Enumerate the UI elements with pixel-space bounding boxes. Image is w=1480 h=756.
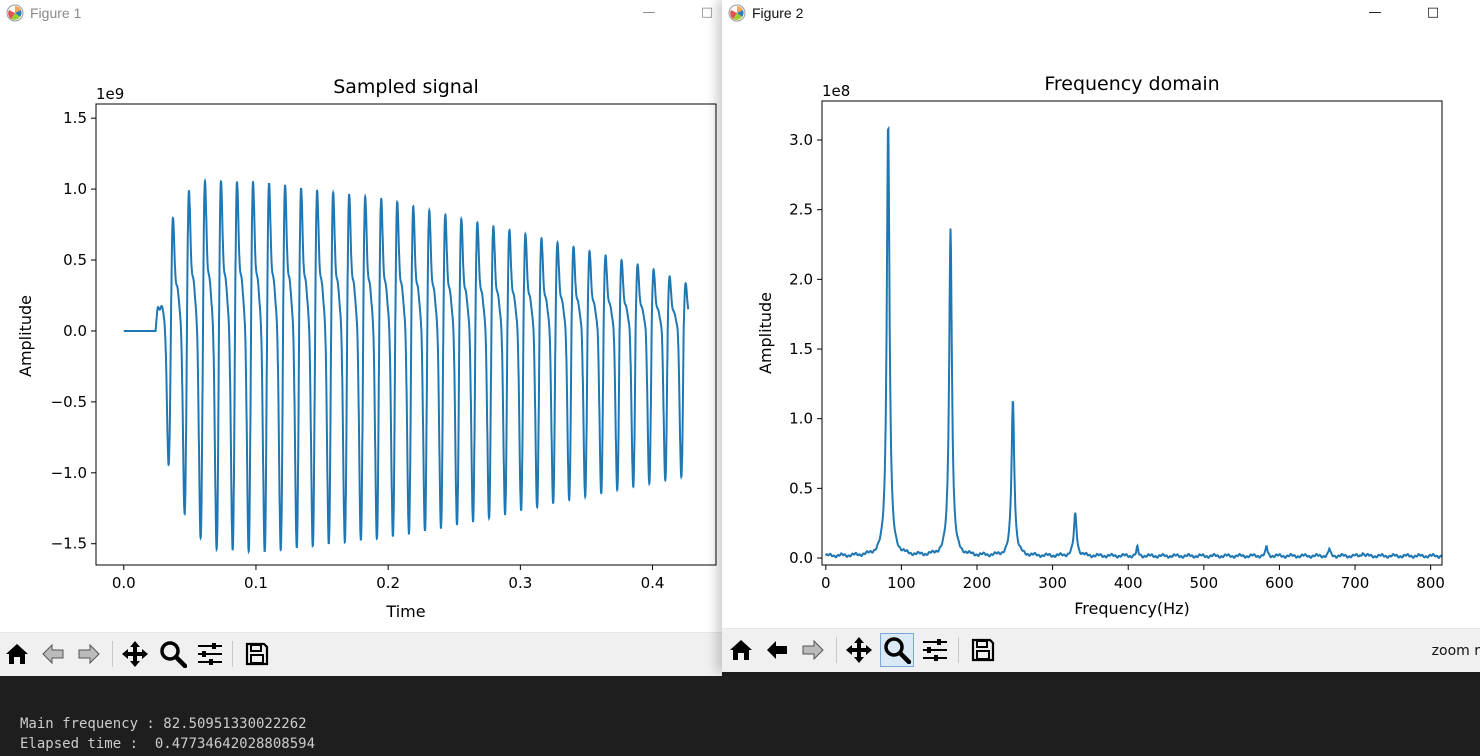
navigation-toolbar: zoom r (722, 628, 1480, 672)
y-tick-label: 2.5 (789, 201, 813, 219)
spectrum-series (824, 125, 1443, 560)
sampled-signal-chart[interactable]: Sampled signal 1e9 0.0 0.1 0.2 0.3 0.4 −1.5−… (0, 26, 722, 632)
zoom-button[interactable] (880, 633, 914, 667)
y-tick-label: 1.5 (63, 109, 87, 127)
back-button[interactable] (36, 637, 70, 671)
home-icon (6, 644, 28, 664)
chart-title: Sampled signal (333, 76, 479, 98)
elapsed-time-line: Elapsed time : 0.47734642028808594 (20, 736, 316, 752)
maximize-button[interactable]: □ (1426, 5, 1440, 20)
main-frequency-line: Main frequency : 82.50951330022262 (20, 716, 307, 732)
forward-button[interactable] (72, 637, 106, 671)
y-axis-label: Amplitude (756, 292, 775, 374)
y-offset-text: 1e9 (96, 85, 124, 103)
signal-series (123, 177, 690, 555)
y-tick-label: −0.5 (51, 393, 87, 411)
back-icon (42, 643, 64, 665)
save-button[interactable] (240, 637, 274, 671)
x-tick-label: 400 (1114, 574, 1143, 592)
matplotlib-logo-icon (6, 4, 24, 22)
save-button[interactable] (966, 633, 1000, 667)
x-axis-label: Frequency(Hz) (1074, 599, 1190, 618)
forward-icon (802, 639, 824, 661)
y-tick-label: −1.0 (51, 464, 87, 482)
toolbar-separator (232, 641, 233, 667)
axes-frame (95, 103, 717, 566)
y-offset-text: 1e8 (822, 82, 850, 100)
x-tick-label: 700 (1341, 574, 1370, 592)
matplotlib-logo-icon (728, 4, 746, 22)
frequency-domain-chart[interactable]: Frequency domain 1e8 0 100 200 300 400 500 600… (722, 26, 1480, 628)
maximize-button[interactable]: □ (700, 5, 714, 20)
figure-1-window: Figure 1 — □ Sampled signal 1e9 0.0 0.1 0.… (0, 0, 722, 676)
toolbar-separator (112, 641, 113, 667)
forward-button[interactable] (796, 633, 830, 667)
save-icon (245, 642, 269, 666)
x-tick-label: 500 (1190, 574, 1219, 592)
pan-icon (122, 641, 148, 667)
x-tick-label: 0.0 (112, 574, 136, 592)
toolbar-separator (836, 637, 837, 663)
back-button[interactable] (760, 633, 794, 667)
x-tick-label: 300 (1038, 574, 1067, 592)
axes-frame (821, 100, 1443, 566)
window-title: Figure 2 (752, 5, 804, 21)
toolbar-status-text: zoom r (1431, 643, 1480, 659)
figure-2-window: Figure 2 — □ Frequency domain 1e8 0 100 20… (722, 0, 1480, 672)
x-axis-ticks: 0.0 0.1 0.2 0.3 0.4 (112, 565, 665, 592)
y-tick-label: 0.5 (789, 479, 813, 497)
y-tick-label: −1.5 (51, 535, 87, 553)
home-button[interactable] (724, 633, 758, 667)
y-tick-label: 1.0 (789, 410, 813, 428)
titlebar: Figure 2 — □ (722, 0, 1480, 26)
zoom-icon (884, 637, 911, 664)
save-icon (971, 638, 995, 662)
x-tick-label: 800 (1416, 574, 1445, 592)
y-tick-label: 1.0 (63, 180, 87, 198)
y-axis-ticks: 0.0 0.5 1.0 1.5 2.0 2.5 3.0 (789, 131, 822, 567)
x-tick-label: 600 (1265, 574, 1294, 592)
x-tick-label: 0.2 (376, 574, 400, 592)
forward-icon (78, 643, 100, 665)
chart-title: Frequency domain (1044, 73, 1219, 95)
back-icon (767, 641, 787, 659)
window-title: Figure 1 (30, 5, 82, 21)
minimize-button[interactable]: — (1368, 5, 1382, 20)
x-tick-label: 0 (821, 574, 831, 592)
x-tick-label: 0.1 (244, 574, 268, 592)
x-axis-label: Time (385, 602, 425, 621)
zoom-icon (160, 641, 187, 668)
x-tick-label: 200 (963, 574, 992, 592)
x-tick-label: 100 (887, 574, 916, 592)
y-tick-label: 0.5 (63, 251, 87, 269)
toolbar-separator (958, 637, 959, 663)
signal-line (123, 177, 690, 555)
pan-icon (846, 637, 872, 663)
pan-button[interactable] (842, 633, 876, 667)
pan-button[interactable] (118, 637, 152, 671)
y-axis-ticks: −1.5 −1.0 −0.5 0.0 0.5 1.0 1.5 (51, 109, 96, 553)
x-axis-ticks: 0 100 200 300 400 500 600 700 800 (821, 565, 1445, 592)
minimize-button[interactable]: — (642, 5, 656, 20)
home-icon (730, 640, 752, 660)
home-button[interactable] (0, 637, 34, 671)
y-axis-label: Amplitude (16, 295, 35, 377)
x-tick-label: 0.3 (508, 574, 532, 592)
navigation-toolbar (0, 632, 722, 676)
configure-icon (923, 639, 947, 661)
spectrum-line (824, 125, 1443, 560)
y-tick-label: 0.0 (789, 549, 813, 567)
zoom-button[interactable] (156, 637, 190, 671)
configure-subplots-button[interactable] (918, 633, 952, 667)
configure-icon (198, 643, 222, 665)
terminal-output: Main frequency : 82.50951330022262 Elaps… (0, 676, 1480, 756)
configure-subplots-button[interactable] (193, 637, 227, 671)
titlebar: Figure 1 — □ (0, 0, 722, 26)
x-tick-label: 0.4 (641, 574, 665, 592)
y-tick-label: 3.0 (789, 131, 813, 149)
y-tick-label: 0.0 (63, 322, 87, 340)
y-tick-label: 1.5 (789, 340, 813, 358)
y-tick-label: 2.0 (789, 270, 813, 288)
